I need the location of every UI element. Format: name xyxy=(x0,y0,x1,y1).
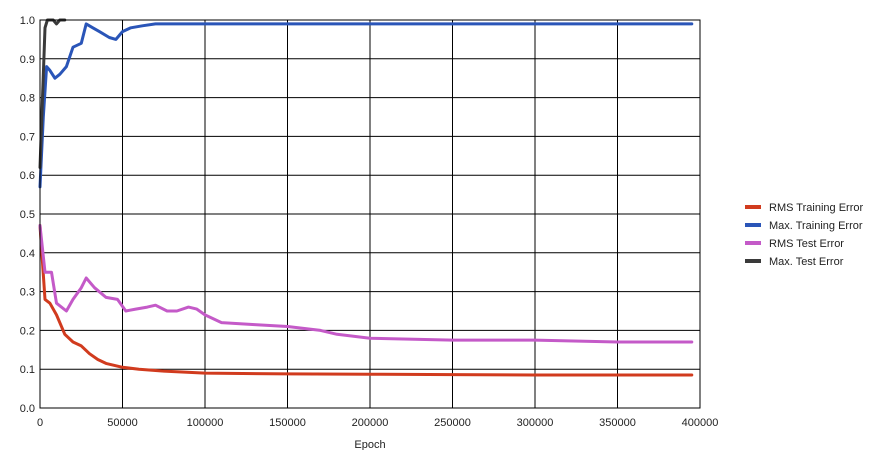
y-tick-label: 0.9 xyxy=(20,54,35,66)
legend-label: RMS Training Error xyxy=(769,202,863,214)
x-axis-title: Epoch xyxy=(354,439,385,450)
y-tick-label: 0.0 xyxy=(20,403,35,415)
x-tick-label: 250000 xyxy=(434,417,471,429)
y-axis-ticks: 0.0 0.1 0.2 0.3 0.4 0.5 0.6 0.7 0.8 0.9 1.0 xyxy=(20,15,35,415)
legend: RMS Training Error Max. Training Error RMS… xyxy=(745,202,863,268)
y-tick-label: 0.4 xyxy=(20,248,35,260)
x-tick-label: 400000 xyxy=(682,417,719,429)
x-tick-label: 350000 xyxy=(599,417,636,429)
x-tick-label: 50000 xyxy=(107,417,138,429)
y-tick-label: 0.6 xyxy=(20,170,35,182)
legend-label: Max. Training Error xyxy=(769,220,863,232)
x-tick-label: 300000 xyxy=(517,417,554,429)
series-line-max-test-error xyxy=(38,18,67,169)
series-line-max-training-error xyxy=(38,22,694,189)
series-lines xyxy=(38,18,694,377)
x-tick-label: 100000 xyxy=(187,417,224,429)
series-line-rms-test-error xyxy=(38,224,694,344)
x-tick-label: 0 xyxy=(37,417,43,429)
y-tick-label: 0.3 xyxy=(20,287,35,299)
x-tick-label: 200000 xyxy=(352,417,389,429)
plot-frame xyxy=(39,19,701,409)
y-tick-label: 0.5 xyxy=(20,209,35,221)
legend-label: RMS Test Error xyxy=(769,238,844,250)
series-line-rms-training-error xyxy=(38,224,694,377)
legend-label: Max. Test Error xyxy=(769,256,844,268)
x-axis-ticks: 0 50000 100000 150000 200000 250000 300000 3500… xyxy=(37,417,718,429)
y-tick-label: 0.2 xyxy=(20,325,35,337)
y-tick-label: 1.0 xyxy=(20,15,35,27)
x-tick-label: 150000 xyxy=(269,417,306,429)
grid-lines xyxy=(39,19,701,409)
y-tick-label: 0.8 xyxy=(20,93,35,105)
y-tick-label: 0.1 xyxy=(20,364,35,376)
y-tick-label: 0.7 xyxy=(20,131,35,143)
